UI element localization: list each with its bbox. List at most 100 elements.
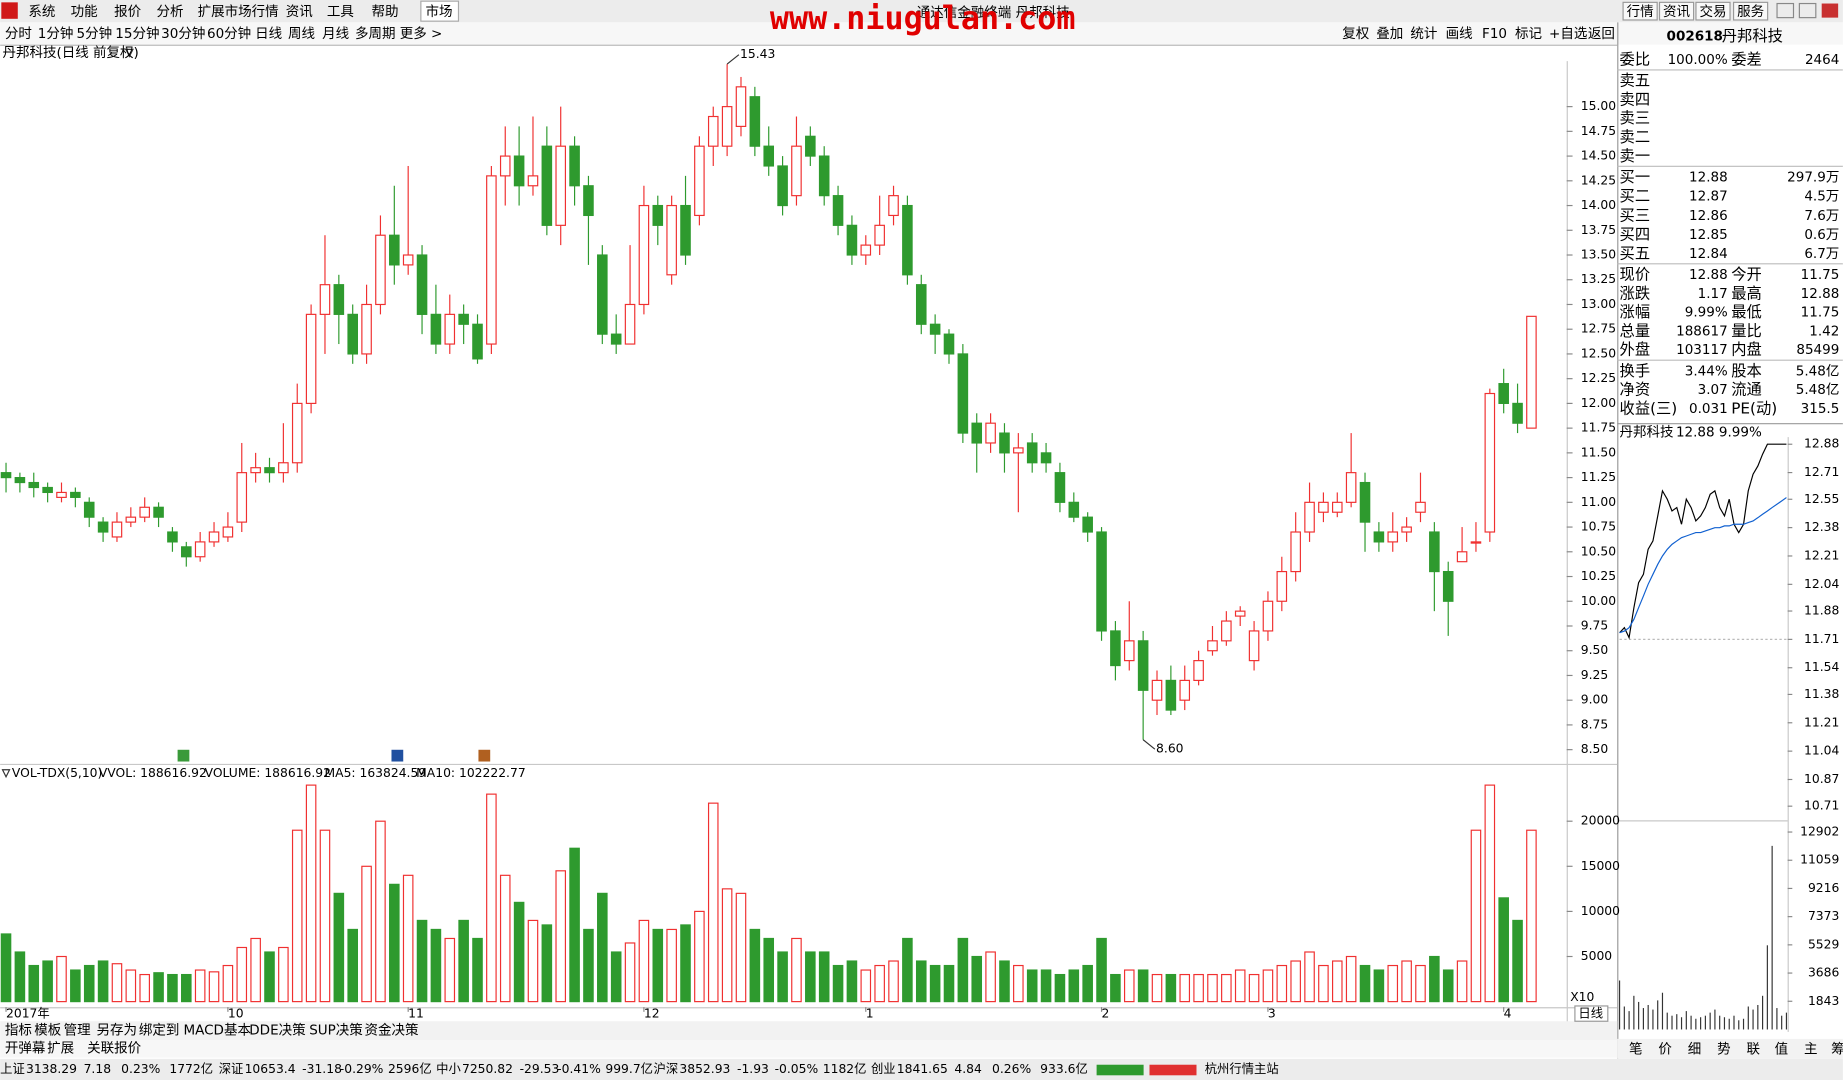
index-price: 10653.4: [245, 1062, 296, 1076]
period-tab[interactable]: 月线: [322, 26, 349, 42]
period-tab[interactable]: 1分钟: [38, 25, 74, 42]
intraday-title: 丹邦科技: [1620, 424, 1674, 440]
volume-bar: [1290, 960, 1301, 1003]
volume-bar: [902, 937, 913, 1003]
top-button[interactable]: 服务: [1737, 4, 1764, 20]
y-tick-label: 14.00: [1581, 198, 1616, 212]
menu-item[interactable]: 资讯: [286, 4, 313, 20]
bottom-tab[interactable]: 绑定到: [139, 1023, 179, 1039]
right-tab[interactable]: 联: [1746, 1041, 1760, 1057]
toolbar-button[interactable]: 画线: [1446, 26, 1473, 42]
quote-value: 3.44%: [1685, 363, 1728, 379]
candle-body: [1165, 679, 1177, 711]
indicator-dropdown[interactable]: [1, 769, 11, 779]
right-tab[interactable]: 笔: [1629, 1041, 1643, 1057]
bottom-tab[interactable]: 指标: [5, 1023, 32, 1039]
period-tab[interactable]: 15分钟: [115, 25, 159, 42]
candle-body: [735, 86, 747, 127]
right-tab[interactable]: 价: [1658, 1041, 1672, 1057]
volume-bar: [28, 964, 40, 1003]
volume-bar: [1512, 919, 1523, 1003]
candle-body: [83, 501, 95, 518]
toolbar-button[interactable]: 叠加: [1376, 26, 1403, 42]
menu-item[interactable]: 分析: [156, 4, 183, 20]
quote-volume: 6.7万: [1804, 246, 1839, 262]
candle-body: [1373, 531, 1385, 543]
top-button[interactable]: 资讯: [1663, 4, 1691, 20]
volume-bar: [1304, 951, 1315, 1003]
right-tab[interactable]: 主: [1804, 1041, 1818, 1057]
restore-button[interactable]: [1798, 2, 1817, 19]
bottom-tab[interactable]: MACD基本: [183, 1022, 251, 1039]
bottom-tab[interactable]: DDE决策: [249, 1022, 306, 1039]
quote-value: 12.88: [1801, 286, 1840, 302]
menu-item[interactable]: 报价: [114, 4, 141, 20]
volume-bar: [1165, 973, 1177, 1003]
bottom-tab[interactable]: 管理: [64, 1023, 91, 1039]
period-tab[interactable]: 60分钟: [207, 25, 251, 42]
candle-body: [1137, 640, 1149, 691]
toolbar-button[interactable]: 复权: [1342, 25, 1370, 42]
title-dropdown[interactable]: [124, 48, 134, 58]
candle-body: [1359, 481, 1371, 523]
bottom-tab[interactable]: SUP决策: [309, 1022, 363, 1039]
period-tab[interactable]: 5分钟: [77, 25, 113, 42]
toolbar-button[interactable]: F10: [1482, 26, 1507, 42]
bottom-tab[interactable]: 扩展: [47, 1040, 74, 1056]
event-icon[interactable]: [391, 749, 404, 762]
menu-item[interactable]: 工具: [327, 4, 354, 20]
event-icon[interactable]: [177, 749, 190, 762]
quote-label: 外盘: [1620, 341, 1651, 359]
x-tick-label: 11: [408, 1007, 424, 1021]
close-button[interactable]: [1821, 3, 1839, 18]
toolbar-button[interactable]: +自选: [1549, 26, 1588, 42]
toolbar-button[interactable]: 统计: [1410, 26, 1437, 42]
right-tab[interactable]: 值: [1775, 1041, 1789, 1057]
menu-item[interactable]: 系统: [28, 4, 55, 20]
menu-item[interactable]: 帮助: [372, 4, 399, 20]
candle-body: [957, 353, 969, 434]
period-tab[interactable]: 更多 >: [400, 25, 443, 42]
quote-label: 流通: [1731, 381, 1762, 399]
minimize-button[interactable]: [1776, 2, 1795, 19]
menu-item[interactable]: 扩展市场行情: [198, 3, 279, 20]
volume-bar: [181, 973, 192, 1003]
candle-body: [1470, 541, 1482, 544]
candle-body: [1498, 383, 1509, 404]
period-tab[interactable]: 多周期: [355, 25, 395, 42]
v-tick-label: 1843: [1808, 994, 1839, 1008]
period-tab[interactable]: 分时: [5, 26, 32, 42]
right-tab[interactable]: 势: [1717, 1041, 1731, 1057]
toolbar-button[interactable]: 返回: [1588, 26, 1615, 42]
menu-item[interactable]: 功能: [71, 4, 98, 20]
volume-bar: [444, 937, 456, 1003]
stock-code: 002618: [1667, 28, 1723, 44]
top-button[interactable]: 交易: [1699, 3, 1726, 20]
menu-item[interactable]: 市场: [426, 3, 453, 20]
bottom-tab[interactable]: 关联报价: [87, 1040, 141, 1056]
quote-value: 315.5: [1801, 401, 1840, 417]
period-tab[interactable]: 日线: [255, 26, 282, 42]
quote-label: 卖一: [1620, 147, 1651, 165]
right-tab[interactable]: 筹: [1831, 1040, 1843, 1057]
bottom-tab[interactable]: 开弹幕: [5, 1040, 46, 1056]
volume-bar: [707, 802, 719, 1003]
top-button[interactable]: 行情: [1627, 4, 1654, 20]
toolbar-button[interactable]: 标记: [1515, 26, 1542, 42]
volume-bar: [499, 874, 511, 1003]
period-tab[interactable]: 周线: [288, 26, 315, 42]
volume-bar: [278, 946, 289, 1003]
x-tick-label: 4: [1504, 1007, 1512, 1021]
bottom-tab[interactable]: 资金决策: [364, 1022, 418, 1039]
quote-value: 9.99%: [1685, 305, 1728, 321]
bottom-tab[interactable]: 模板: [34, 1023, 61, 1039]
y-tick-label: 10.50: [1581, 544, 1616, 558]
right-tab[interactable]: 细: [1688, 1041, 1702, 1057]
bottom-tab[interactable]: 另存为: [97, 1023, 138, 1039]
candle-body: [569, 145, 580, 187]
volume-bar: [860, 969, 872, 1003]
volume-bar: [569, 847, 580, 1003]
period-tab[interactable]: 30分钟: [161, 25, 205, 42]
event-icon[interactable]: [478, 749, 491, 762]
